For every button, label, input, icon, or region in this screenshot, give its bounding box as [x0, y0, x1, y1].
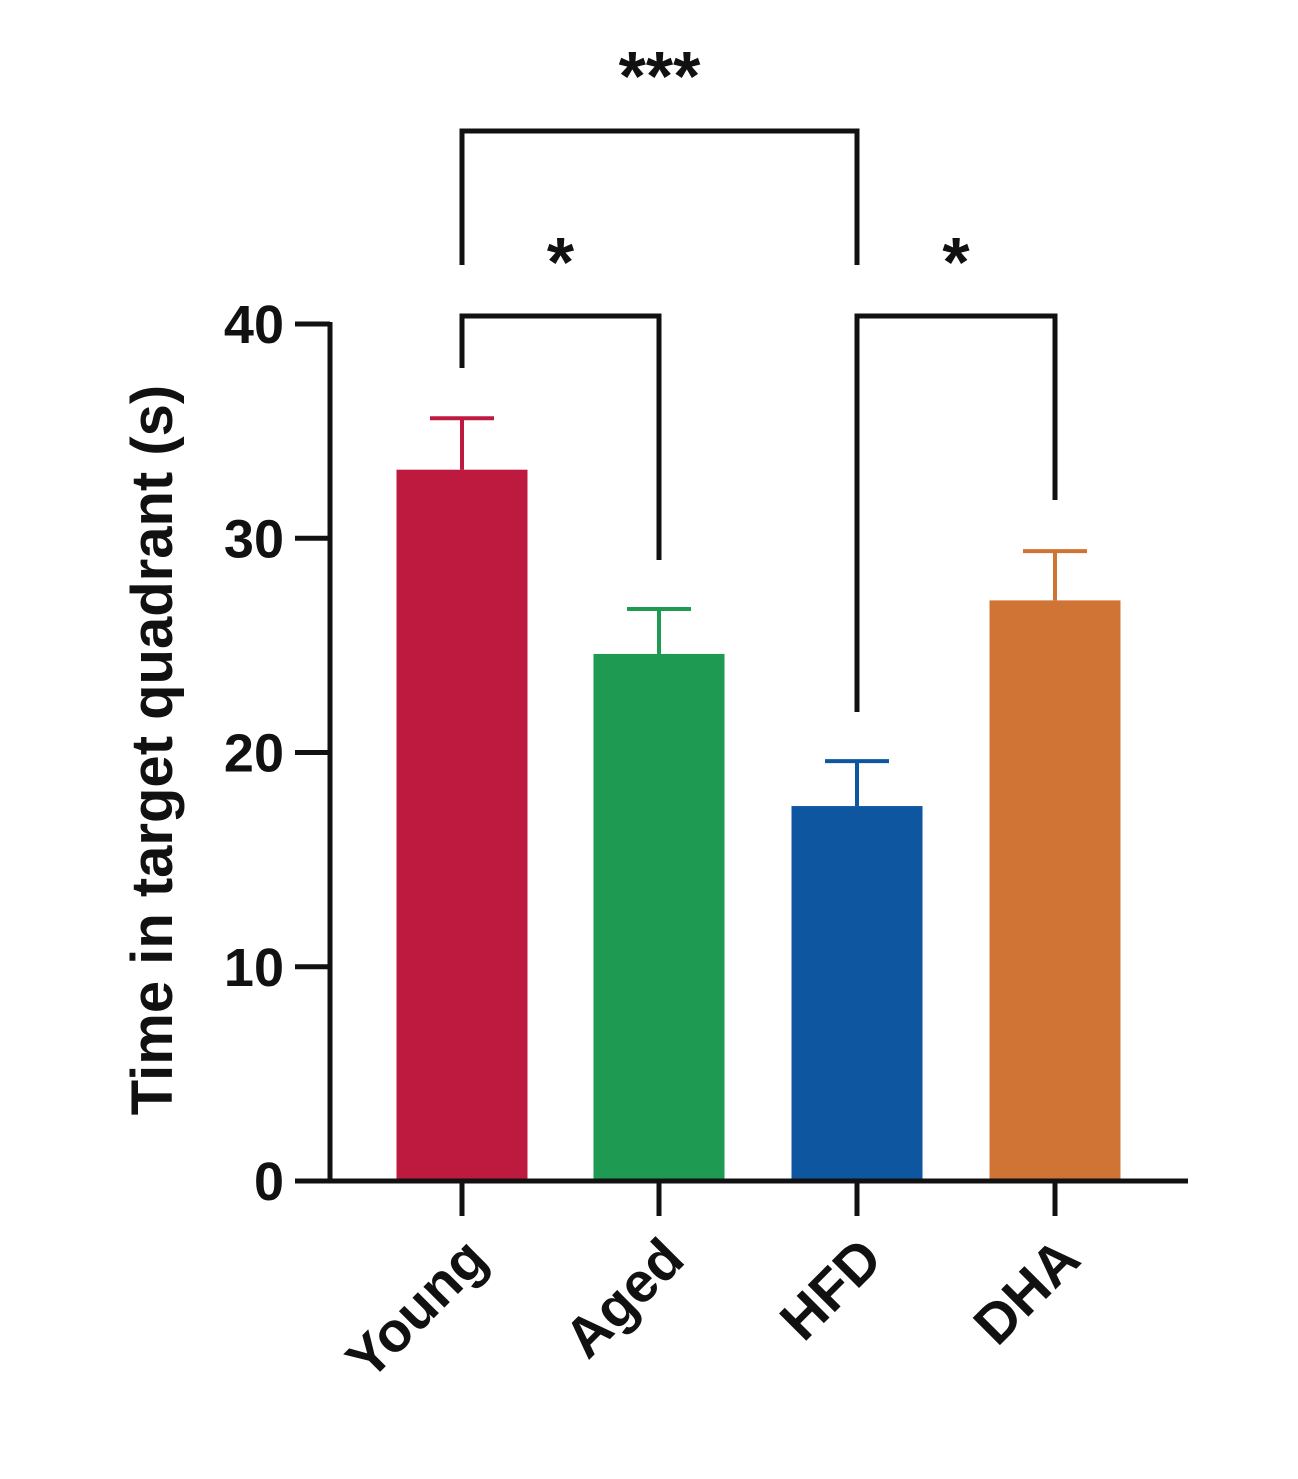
x-tick-label: HFD: [768, 1226, 894, 1352]
y-tick-label: 40: [224, 295, 284, 355]
y-tick-label: 30: [224, 509, 284, 569]
significance-bracket: [459, 128, 860, 265]
y-tick-label: 0: [254, 1152, 284, 1212]
x-tick-label: DHA: [961, 1226, 1091, 1356]
significance-label: *: [942, 223, 970, 301]
bar-aged: [593, 653, 725, 1181]
bar-dha: [989, 600, 1121, 1181]
bars: [396, 416, 1121, 1181]
y-tick-label: 20: [224, 724, 284, 784]
x-tick-label: Aged: [552, 1226, 696, 1370]
significance-bracket: [459, 313, 662, 560]
y-tick-label: 10: [224, 938, 284, 998]
significance-bracket: [854, 313, 1058, 712]
x-tick-label: Young: [334, 1226, 499, 1391]
significance-label: *: [547, 223, 575, 301]
bar-young: [396, 469, 528, 1181]
bar-hfd: [791, 806, 923, 1181]
y-axis-label: Time in target quadrant (s): [120, 385, 185, 1115]
significance-label: ***: [619, 37, 701, 115]
significance-brackets: **** *: [459, 37, 1058, 712]
